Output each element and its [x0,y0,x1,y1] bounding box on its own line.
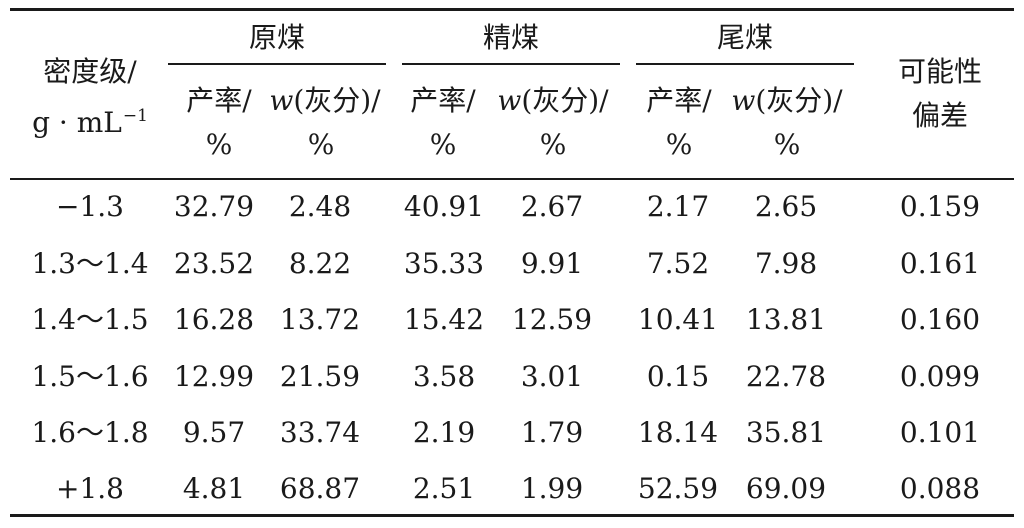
header-group-clean: 精煤 [482,21,539,54]
raw-yield-cell: 32.79 [173,190,255,223]
clean-yield-cell: 2.19 [412,416,476,449]
deviation-cell: 0.099 [899,360,981,393]
header-raw-ash-rest: (灰分)/ [293,84,381,117]
header-density-unit: g · mL−1 [10,100,170,139]
tail-ash-cell: 2.65 [754,190,818,223]
header-raw-ash-unit: % [307,128,335,161]
header-density-unit-base: g · mL [32,106,122,139]
clean-yield-cell: 35.33 [403,247,485,280]
tail-yield-cell: 18.14 [637,416,719,449]
header-density-unit-exp: −1 [122,106,148,126]
raw-ash-cell: 8.22 [288,247,352,280]
density-cell: +1.8 [56,472,124,505]
header-rule [10,178,1014,180]
header-clean-yield: 产率/ [410,84,476,117]
raw-ash-cell: 13.72 [279,303,361,336]
tail-ash-cell: 69.09 [745,472,827,505]
header-deviation-line2: 偏差 [911,99,968,132]
header-group-tail: 尾煤 [716,21,773,54]
clean-ash-cell: 9.91 [520,247,584,280]
clean-yield-cell: 15.42 [403,303,485,336]
deviation-cell: 0.088 [899,472,981,505]
tail-yield-cell: 10.41 [637,303,719,336]
group-underline-tail [636,63,854,65]
clean-yield-cell: 40.91 [403,190,485,223]
raw-yield-cell: 4.81 [182,472,246,505]
header-clean-ash-w: w [497,84,522,117]
clean-yield-cell: 2.51 [412,472,476,505]
tail-yield-cell: 7.52 [646,247,710,280]
raw-ash-cell: 2.48 [288,190,352,223]
header-clean-ash: w(灰分)/ [478,85,628,117]
header-group-raw: 原煤 [248,21,305,54]
header-tail-yield-unit: % [665,128,693,161]
density-cell: 1.3～1.4 [31,247,149,280]
header-clean-yield-unit: % [429,128,457,161]
clean-ash-cell: 12.59 [511,303,593,336]
raw-ash-cell: 33.74 [279,416,361,449]
bottom-rule [10,514,1014,517]
header-tail-ash: w(灰分)/ [712,85,862,117]
tail-ash-cell: 22.78 [745,360,827,393]
header-density-label: 密度级/ [43,55,137,88]
header-deviation-line1: 可能性 [897,55,982,88]
header-clean-ash-rest: (灰分)/ [521,84,609,117]
density-cell: 1.4～1.5 [31,303,149,336]
clean-ash-cell: 3.01 [520,360,584,393]
header-tail-yield: 产率/ [646,84,712,117]
clean-ash-cell: 2.67 [520,190,584,223]
tail-ash-cell: 7.98 [754,247,818,280]
raw-yield-cell: 23.52 [173,247,255,280]
density-cell: 1.5～1.6 [31,360,149,393]
group-underline-raw [168,63,386,65]
header-tail-ash-unit: % [773,128,801,161]
raw-yield-cell: 9.57 [182,416,246,449]
density-cell: 1.6～1.8 [31,416,149,449]
header-raw-ash: w(灰分)/ [250,85,400,117]
tail-ash-cell: 13.81 [745,303,827,336]
clean-ash-cell: 1.79 [520,416,584,449]
tail-yield-cell: 0.15 [646,360,710,393]
header-tail-ash-rest: (灰分)/ [755,84,843,117]
raw-ash-cell: 21.59 [279,360,361,393]
raw-ash-cell: 68.87 [279,472,361,505]
raw-yield-cell: 12.99 [173,360,255,393]
header-raw-yield-unit: % [205,128,233,161]
group-underline-clean [402,63,620,65]
header-tail-ash-w: w [731,84,756,117]
header-clean-ash-unit: % [539,128,567,161]
top-rule [10,8,1014,11]
deviation-cell: 0.101 [899,416,981,449]
density-cell: −1.3 [56,190,124,223]
deviation-cell: 0.159 [899,190,981,223]
tail-yield-cell: 52.59 [637,472,719,505]
tail-ash-cell: 35.81 [745,416,827,449]
clean-ash-cell: 1.99 [520,472,584,505]
clean-yield-cell: 3.58 [412,360,476,393]
header-raw-ash-w: w [269,84,294,117]
header-raw-yield: 产率/ [186,84,252,117]
raw-yield-cell: 16.28 [173,303,255,336]
deviation-cell: 0.160 [899,303,981,336]
deviation-cell: 0.161 [899,247,981,280]
tail-yield-cell: 2.17 [646,190,710,223]
